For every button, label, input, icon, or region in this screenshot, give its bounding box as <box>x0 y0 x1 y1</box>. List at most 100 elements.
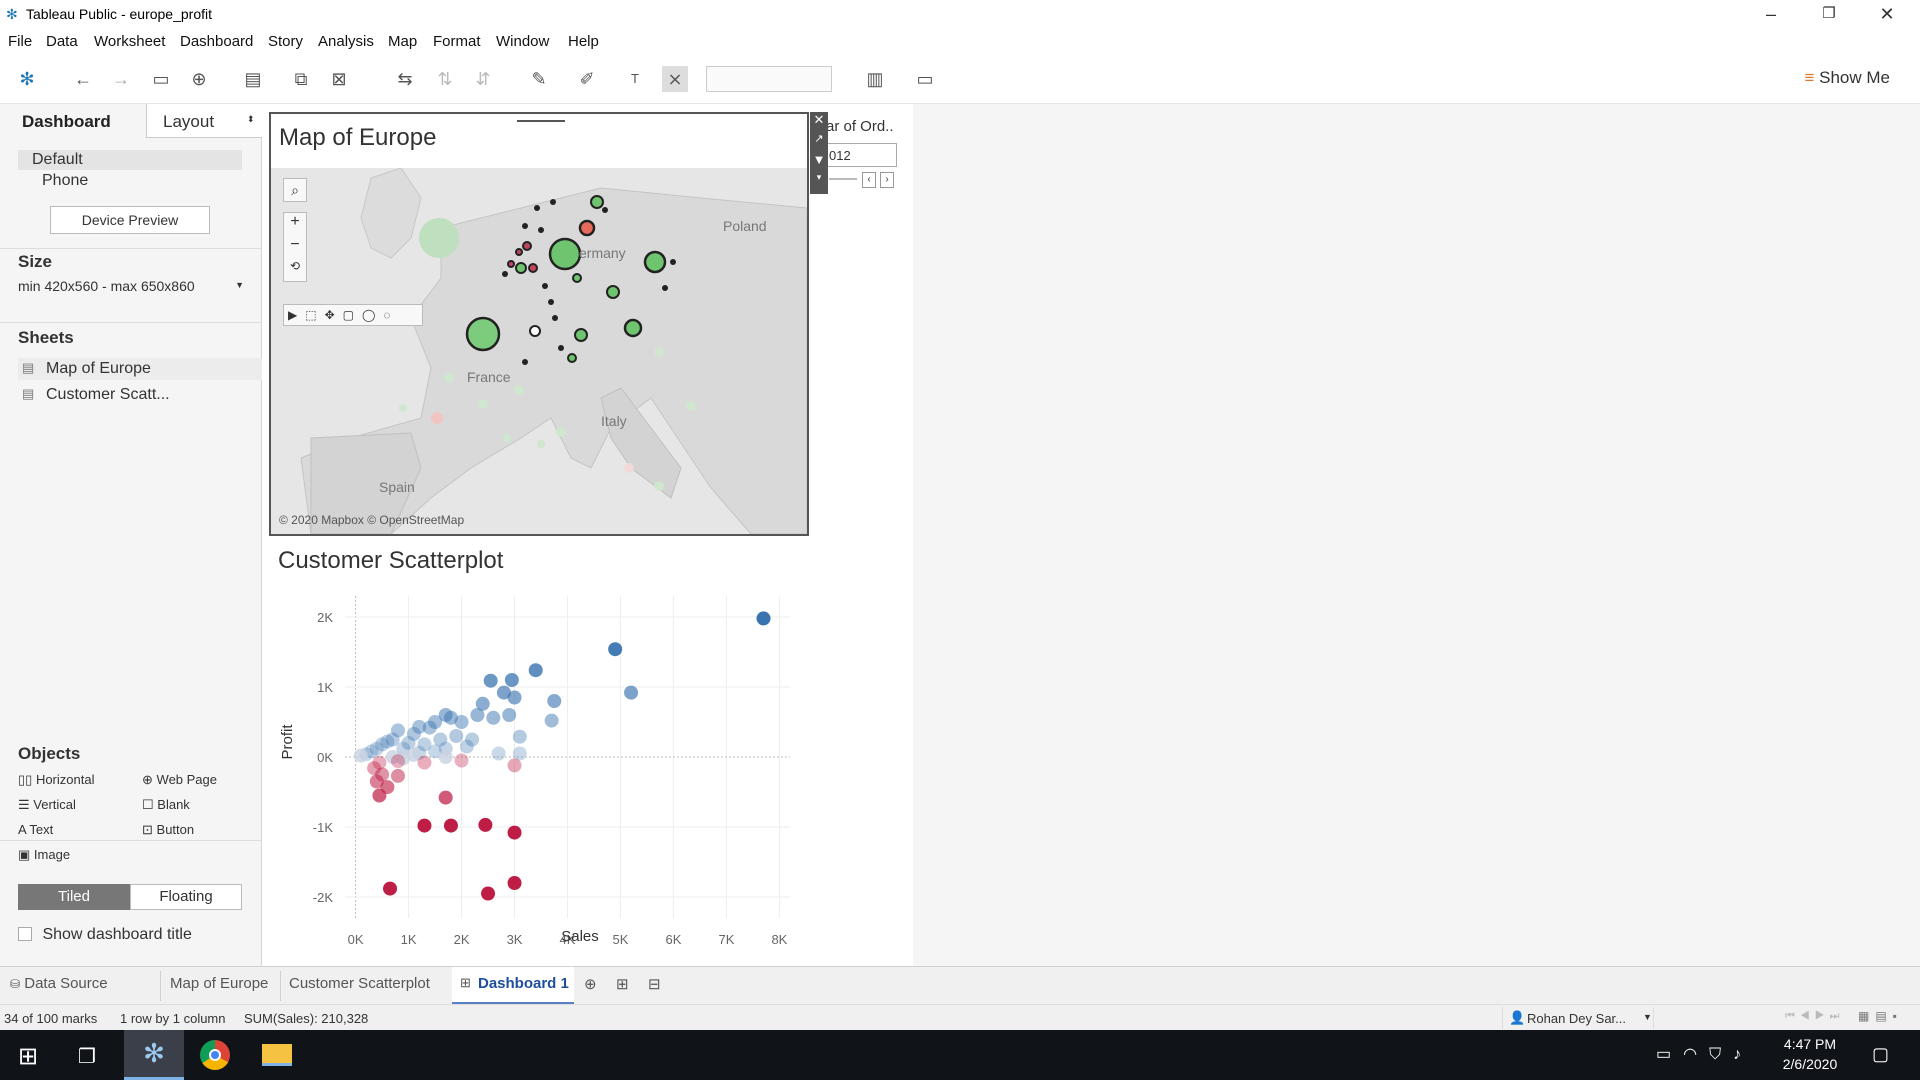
map-mark[interactable] <box>606 285 620 299</box>
clear-sheet-icon[interactable]: ⊠ <box>331 69 347 89</box>
show-cards-icon[interactable]: ▥ <box>866 69 884 89</box>
object-web-page[interactable]: ⊕ Web Page <box>142 772 217 788</box>
scatter-point[interactable] <box>390 754 405 769</box>
map-mark[interactable] <box>548 299 554 305</box>
scatter-point[interactable] <box>756 611 771 626</box>
fit-dropdown[interactable] <box>706 66 832 92</box>
scatter-point[interactable] <box>512 746 527 761</box>
scatter-point[interactable] <box>465 732 480 747</box>
device-default[interactable]: Default <box>18 150 242 170</box>
map-mark[interactable] <box>624 463 634 473</box>
menu-data[interactable]: Data <box>46 33 78 50</box>
map-mark[interactable] <box>654 347 664 357</box>
scatter-point[interactable] <box>422 720 437 735</box>
scatter-point[interactable] <box>507 690 522 705</box>
menu-format[interactable]: Format <box>433 33 481 50</box>
tab-dashboard-1[interactable]: ⊞ Dashboard 1 <box>452 967 574 1005</box>
scatter-point[interactable] <box>438 750 453 764</box>
object-horizontal[interactable]: ▯▯ Horizontal <box>18 772 94 788</box>
scatter-point[interactable] <box>380 734 395 749</box>
object-button[interactable]: ⊡ Button <box>142 822 194 838</box>
more-options-icon[interactable]: ▾ <box>816 172 822 182</box>
map-mark[interactable] <box>567 353 577 363</box>
map-mark[interactable] <box>558 345 564 351</box>
map-mark[interactable] <box>465 316 501 352</box>
scatter-point[interactable] <box>491 746 506 761</box>
map-mark[interactable] <box>399 404 407 412</box>
new-sheet-icon[interactable]: ▤ <box>244 69 262 89</box>
scatter-point[interactable] <box>507 825 522 840</box>
map-mark[interactable] <box>572 273 582 283</box>
menu-story[interactable]: Story <box>268 33 304 50</box>
map-mark[interactable] <box>643 250 667 274</box>
scatter-point[interactable] <box>475 696 490 711</box>
scatter-point[interactable] <box>528 663 543 678</box>
sheet-item-customer-scatterplot[interactable]: ▤ Customer Scatt... <box>18 384 262 406</box>
file-explorer-icon[interactable] <box>262 1044 292 1066</box>
clock[interactable]: 4:47 PM 2/6/2020 <box>1770 1036 1850 1072</box>
map-mark[interactable] <box>431 412 443 424</box>
add-datasource-icon[interactable]: ⊕ <box>191 69 207 89</box>
prev-value-icon[interactable]: ‹ <box>862 172 876 188</box>
scatter-point[interactable] <box>443 710 458 725</box>
annotate-icon[interactable]: ✐ <box>579 69 595 89</box>
scatter-point[interactable] <box>396 741 411 756</box>
menu-window[interactable]: Window <box>496 33 550 50</box>
scatter-point[interactable] <box>353 748 368 763</box>
map-mark[interactable] <box>478 399 488 409</box>
tableau-taskbar-icon[interactable]: ✻ <box>124 1030 184 1080</box>
scatter-point[interactable] <box>369 774 384 789</box>
scatter-point[interactable] <box>502 708 517 722</box>
map-mark[interactable] <box>522 359 528 365</box>
restore-button[interactable]: ❐ <box>1822 5 1836 22</box>
map-mark[interactable] <box>529 325 541 337</box>
scatter-point[interactable] <box>454 753 469 768</box>
scatter-point[interactable] <box>428 715 443 729</box>
reset-map-icon[interactable]: ⟲ <box>289 259 301 273</box>
go-to-sheet-icon[interactable]: ↗ <box>814 133 824 145</box>
map-mark[interactable] <box>515 248 523 256</box>
map-mark[interactable] <box>507 260 515 268</box>
scatter-point[interactable] <box>507 876 522 890</box>
swap-icon[interactable]: ⇆ <box>397 69 413 89</box>
scatter-point[interactable] <box>608 642 623 657</box>
redo-icon[interactable]: → <box>112 69 130 89</box>
map-mark[interactable] <box>662 285 668 291</box>
user-menu[interactable]: 👤 Rohan Dey Sar... ▼ <box>1502 1007 1654 1029</box>
map-mark[interactable] <box>534 205 540 211</box>
zoom-in-icon[interactable]: + <box>290 213 300 230</box>
scatter-point[interactable] <box>396 751 411 766</box>
save-icon[interactable]: ▭ <box>152 69 170 89</box>
scatter-point[interactable] <box>507 758 522 773</box>
map-mark[interactable] <box>670 259 676 265</box>
scatter-point[interactable] <box>547 694 562 708</box>
map-mark[interactable] <box>502 271 508 277</box>
new-dashboard-icon[interactable]: ⊞ <box>616 976 629 993</box>
map-mark[interactable] <box>574 328 588 342</box>
chrome-icon[interactable] <box>200 1040 230 1070</box>
map-mark[interactable] <box>623 318 643 338</box>
map-mark[interactable] <box>556 427 566 437</box>
scatter-point[interactable] <box>390 768 405 783</box>
map-canvas[interactable]: Poland ermany France Italy Spain © 2020 … <box>271 168 807 534</box>
map-mark[interactable] <box>552 315 558 321</box>
map-mark[interactable] <box>522 223 528 229</box>
pan-icon[interactable]: ✥ <box>324 308 343 322</box>
map-mark[interactable] <box>542 283 548 289</box>
map-mark[interactable] <box>537 440 545 448</box>
scatter-point[interactable] <box>433 732 448 747</box>
search-icon[interactable]: ⌕ <box>283 178 307 202</box>
map-of-europe-container[interactable]: Map of Europe <box>269 112 809 536</box>
scatter-point[interactable] <box>459 739 474 754</box>
map-mark[interactable] <box>522 241 532 251</box>
map-mark[interactable] <box>515 262 527 274</box>
sheet-item-map-of-europe[interactable]: ▤ Map of Europe <box>18 358 262 380</box>
menu-worksheet[interactable]: Worksheet <box>94 33 166 50</box>
zoom-out-icon[interactable]: − <box>290 236 300 253</box>
menu-dashboard[interactable]: Dashboard <box>180 33 254 50</box>
floating-toggle[interactable]: Floating <box>130 884 242 910</box>
scatter-point[interactable] <box>383 881 398 896</box>
device-preview-button[interactable]: Device Preview <box>50 206 210 234</box>
map-mark[interactable] <box>654 481 664 491</box>
scatter-point[interactable] <box>375 737 390 752</box>
